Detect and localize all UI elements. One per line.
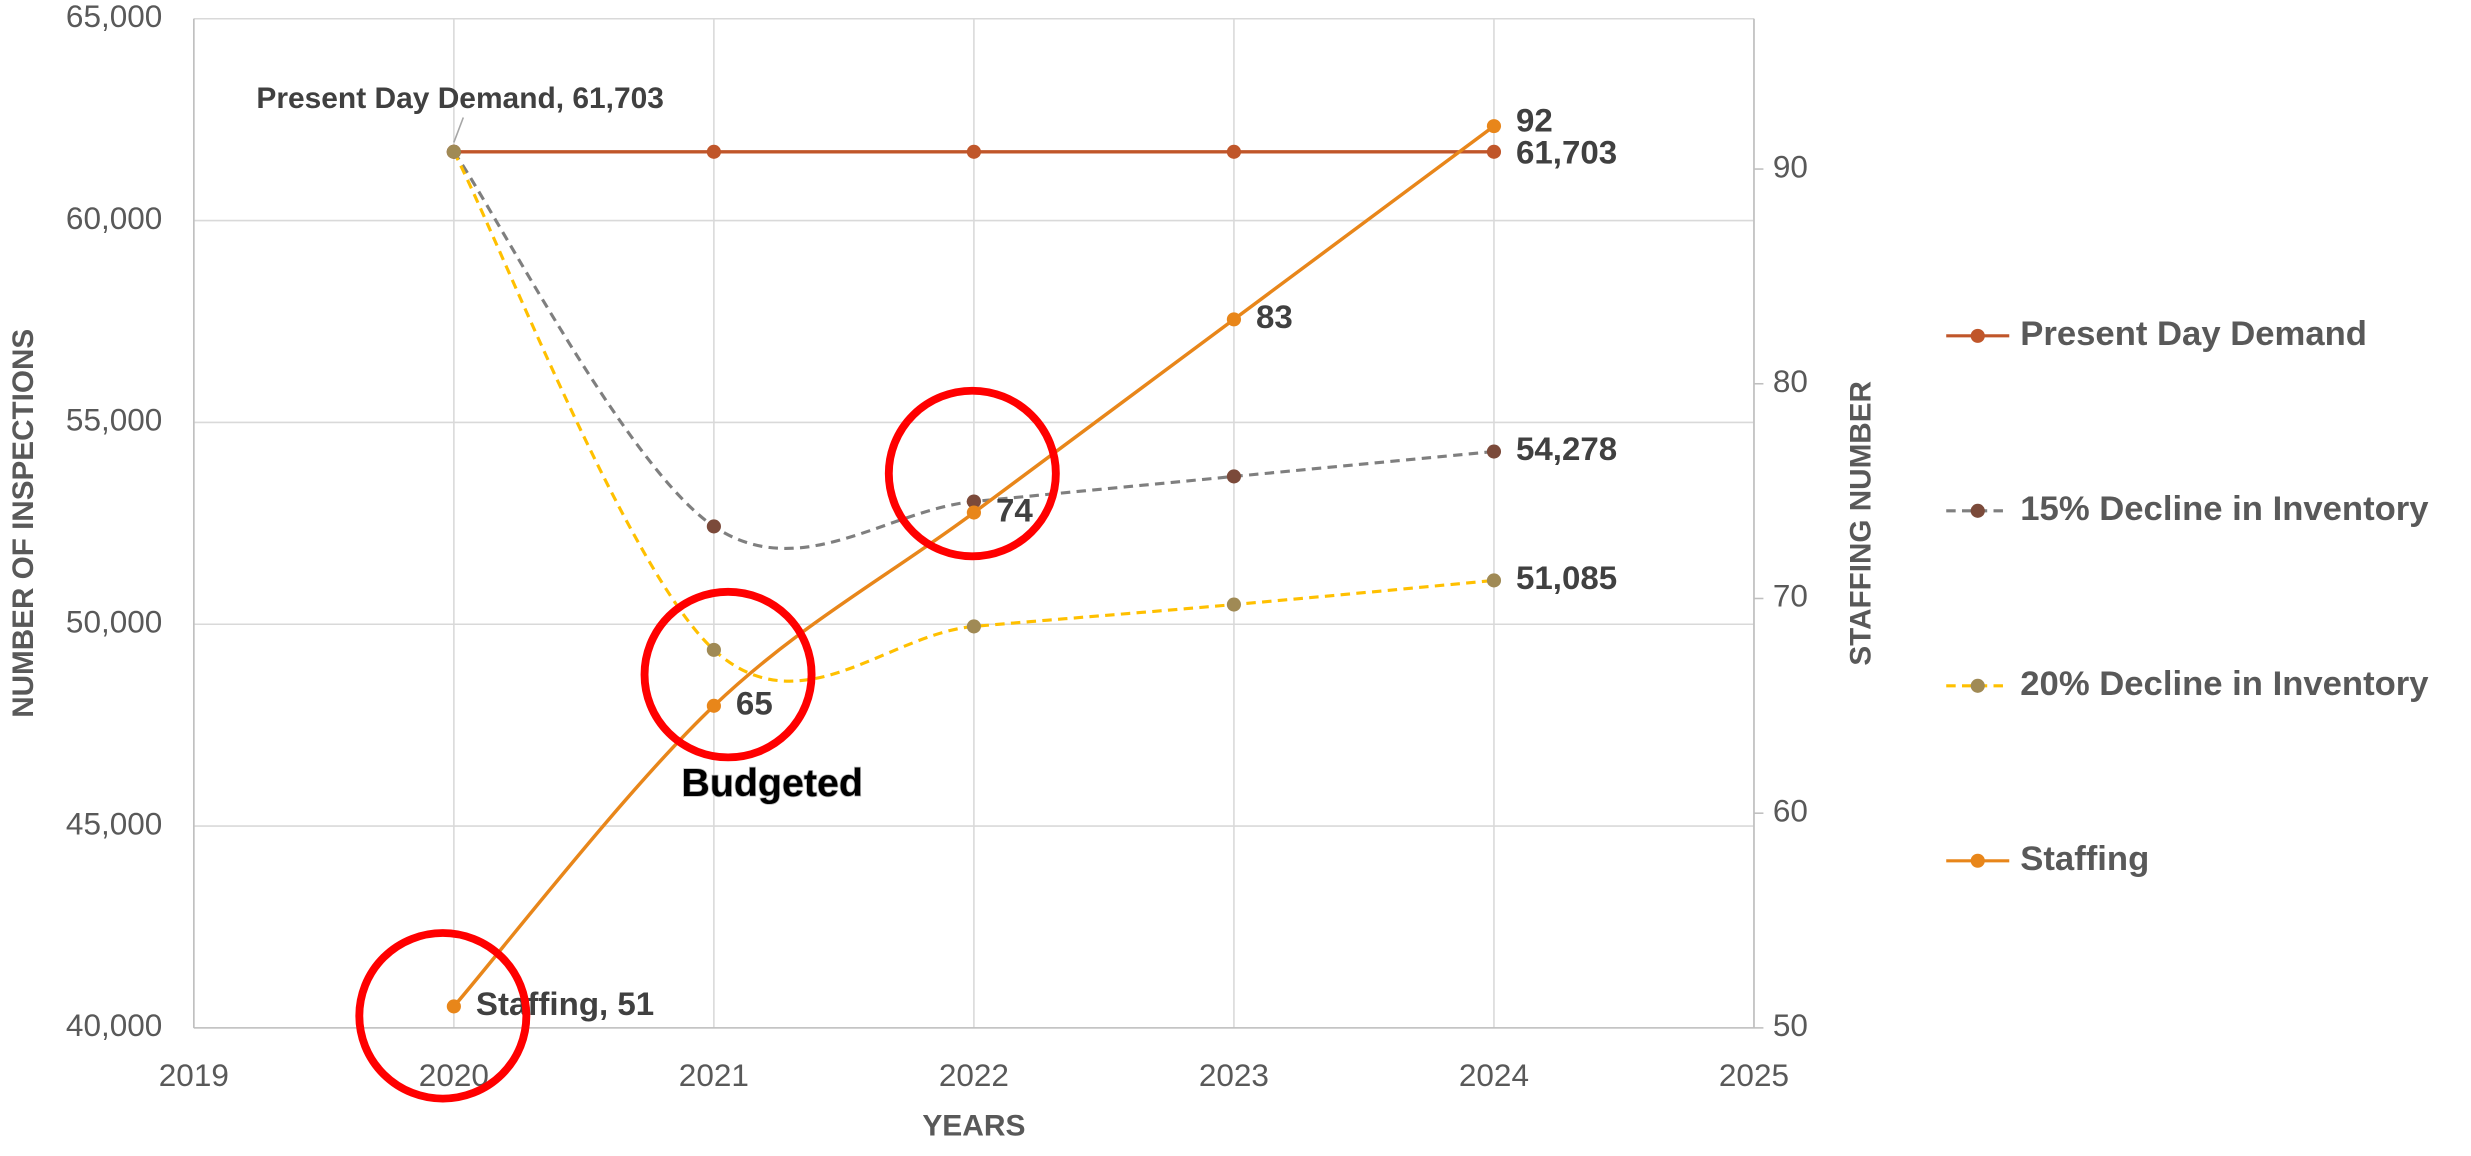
x-tick-label: 2022	[939, 1058, 1009, 1093]
data-label: 83	[1256, 298, 1293, 335]
y-tick-label: 60,000	[66, 201, 162, 236]
y2-tick-label: 70	[1773, 579, 1808, 614]
x-tick-label: 2021	[679, 1058, 749, 1093]
leader-line	[453, 117, 465, 143]
data-label: 74	[996, 491, 1033, 528]
x-axis-title: YEARS	[922, 1110, 1025, 1143]
data-point	[1226, 597, 1242, 612]
data-point	[1226, 312, 1242, 327]
data-point	[446, 999, 461, 1014]
data-point	[706, 698, 721, 713]
data-point	[446, 144, 461, 159]
data-label: Staffing, 51	[476, 985, 654, 1022]
y2-tick-label: 90	[1773, 149, 1808, 184]
legend-label: 20% Decline in Inventory	[2020, 665, 2428, 703]
series-line	[452, 124, 1495, 1008]
legend-label: Staffing	[2020, 840, 2149, 878]
y-tick-label: 40,000	[66, 1008, 162, 1043]
y-tick-label: 45,000	[66, 806, 162, 841]
legend-marker	[1970, 853, 1985, 868]
y2-tick-label: 50	[1773, 1008, 1808, 1043]
data-label: 65	[736, 685, 773, 722]
x-tick-label: 2025	[1719, 1058, 1789, 1093]
data-point	[1486, 144, 1502, 159]
y-tick-label: 65,000	[66, 0, 162, 34]
data-point	[966, 144, 981, 159]
data-label: 54,278	[1516, 430, 1617, 467]
data-label: 61,703	[1516, 134, 1617, 171]
highlight-circle	[355, 929, 531, 1103]
annotation: Budgeted	[681, 761, 863, 805]
y2-axis-title: STAFFING NUMBER	[1845, 381, 1878, 666]
data-point	[1226, 469, 1242, 484]
x-tick-label: 2019	[159, 1058, 229, 1093]
data-point	[1486, 119, 1502, 134]
y-tick-label: 50,000	[66, 605, 162, 640]
data-point	[966, 505, 981, 520]
legend-marker	[1970, 328, 1985, 343]
data-point	[706, 144, 721, 159]
series-line	[452, 150, 1495, 551]
data-point	[1226, 144, 1242, 159]
data-point	[706, 519, 721, 534]
legend-marker	[1970, 503, 1985, 518]
data-point	[966, 619, 981, 634]
highlight-circle	[884, 386, 1060, 561]
data-label: 92	[1516, 102, 1553, 139]
data-point	[1486, 444, 1502, 459]
y2-tick-label: 80	[1773, 364, 1808, 399]
x-tick-label: 2024	[1459, 1058, 1529, 1093]
data-label: 51,085	[1516, 559, 1617, 596]
legend-label: Present Day Demand	[2020, 315, 2367, 353]
series-line	[452, 151, 1495, 683]
data-point	[1486, 573, 1502, 588]
data-point	[706, 642, 721, 657]
data-point	[966, 494, 981, 509]
legend-label: 15% Decline in Inventory	[2020, 490, 2428, 528]
y-tick-label: 55,000	[66, 403, 162, 438]
y-axis-title: NUMBER OF INSPECTIONS	[7, 329, 40, 718]
legend-marker	[1970, 678, 1985, 693]
y2-tick-label: 60	[1773, 794, 1808, 829]
highlight-circle	[640, 587, 816, 762]
data-label: Present Day Demand, 61,703	[256, 82, 664, 115]
x-tick-label: 2023	[1199, 1058, 1269, 1093]
